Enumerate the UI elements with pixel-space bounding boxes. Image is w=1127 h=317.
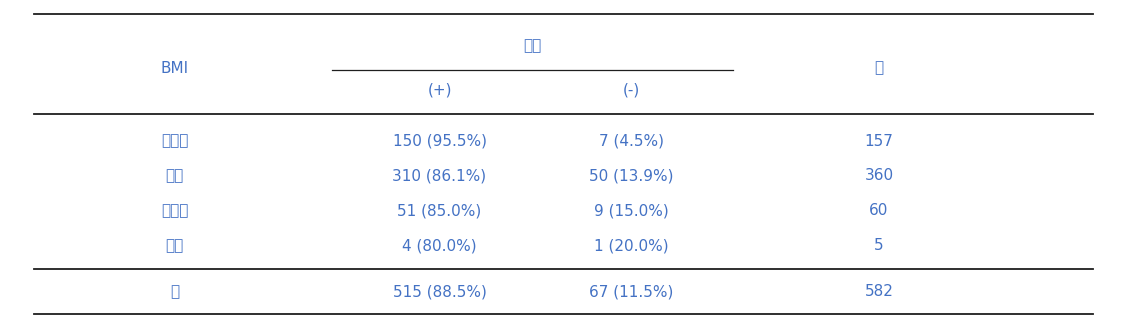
Text: 7 (4.5%): 7 (4.5%) — [598, 133, 664, 149]
Text: 9 (15.0%): 9 (15.0%) — [594, 203, 668, 218]
Text: BMI: BMI — [161, 61, 188, 76]
Text: (-): (-) — [622, 83, 640, 98]
Text: 저체중: 저체중 — [161, 133, 188, 149]
Text: 515 (88.5%): 515 (88.5%) — [392, 284, 487, 299]
Text: 5: 5 — [875, 238, 884, 253]
Text: 67 (11.5%): 67 (11.5%) — [589, 284, 673, 299]
Text: 정상: 정상 — [166, 168, 184, 184]
Text: 비만: 비만 — [166, 238, 184, 253]
Text: (+): (+) — [427, 83, 452, 98]
Text: 계: 계 — [875, 61, 884, 76]
Text: 51 (85.0%): 51 (85.0%) — [398, 203, 481, 218]
Text: 50 (13.9%): 50 (13.9%) — [589, 168, 673, 184]
Text: 60: 60 — [869, 203, 889, 218]
Text: 항체: 항체 — [523, 38, 542, 54]
Text: 과체중: 과체중 — [161, 203, 188, 218]
Text: 360: 360 — [864, 168, 894, 184]
Text: 157: 157 — [864, 133, 894, 149]
Text: 310 (86.1%): 310 (86.1%) — [392, 168, 487, 184]
Text: 1 (20.0%): 1 (20.0%) — [594, 238, 668, 253]
Text: 150 (95.5%): 150 (95.5%) — [392, 133, 487, 149]
Text: 4 (80.0%): 4 (80.0%) — [402, 238, 477, 253]
Text: 582: 582 — [864, 284, 894, 299]
Text: 계: 계 — [170, 284, 179, 299]
